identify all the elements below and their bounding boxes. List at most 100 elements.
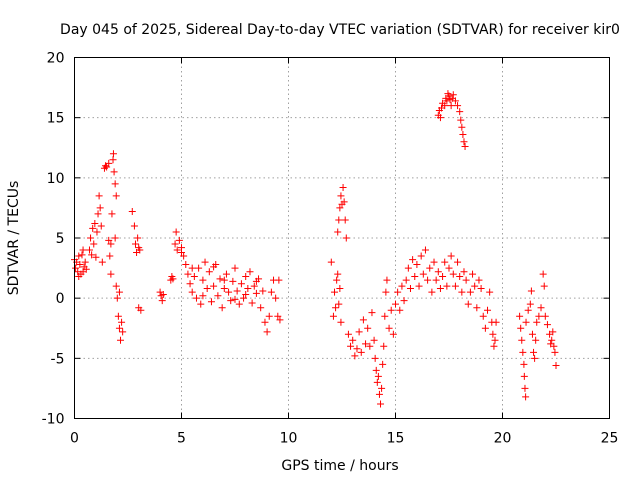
data-point bbox=[528, 330, 536, 338]
data-point bbox=[134, 234, 142, 242]
data-point bbox=[336, 204, 344, 212]
data-point bbox=[383, 276, 391, 284]
data-point bbox=[214, 292, 222, 300]
data-point bbox=[404, 264, 412, 272]
data-point bbox=[347, 342, 355, 350]
data-point bbox=[457, 116, 465, 124]
data-point bbox=[92, 253, 100, 261]
data-point bbox=[186, 280, 194, 288]
data-point bbox=[522, 393, 530, 401]
data-point bbox=[190, 273, 198, 281]
data-point bbox=[111, 180, 119, 188]
data-point bbox=[112, 282, 120, 290]
data-point bbox=[105, 159, 113, 167]
data-point bbox=[469, 270, 477, 278]
y-axis-label: SDTVAR / TECUs bbox=[6, 181, 22, 296]
data-point bbox=[257, 304, 265, 312]
data-point bbox=[543, 321, 551, 329]
data-point bbox=[227, 297, 235, 305]
data-point bbox=[477, 285, 485, 293]
data-point bbox=[400, 297, 408, 305]
data-point bbox=[76, 260, 84, 268]
data-point bbox=[355, 328, 363, 336]
y-tick-label: -5 bbox=[51, 351, 65, 367]
data-point bbox=[337, 192, 345, 200]
data-point bbox=[231, 264, 239, 272]
data-point bbox=[372, 366, 380, 374]
data-point bbox=[406, 285, 414, 293]
data-point bbox=[91, 220, 99, 228]
data-point bbox=[344, 330, 352, 338]
data-point bbox=[377, 400, 385, 408]
data-point bbox=[434, 268, 442, 276]
data-point bbox=[357, 348, 365, 356]
data-point bbox=[380, 342, 388, 350]
data-point bbox=[533, 318, 541, 326]
data-point bbox=[90, 240, 98, 248]
data-point bbox=[458, 123, 466, 131]
data-point bbox=[454, 102, 462, 110]
data-point bbox=[175, 236, 183, 244]
data-point bbox=[521, 384, 529, 392]
data-point bbox=[459, 131, 467, 139]
data-point bbox=[237, 280, 245, 288]
data-point bbox=[169, 275, 177, 283]
data-point bbox=[158, 297, 166, 305]
data-point bbox=[240, 294, 248, 302]
data-point bbox=[220, 276, 228, 284]
data-point bbox=[441, 258, 449, 266]
data-point bbox=[486, 288, 494, 296]
data-point bbox=[362, 340, 370, 348]
data-point bbox=[115, 324, 123, 332]
data-point bbox=[351, 352, 359, 360]
data-point bbox=[439, 273, 447, 281]
data-point bbox=[242, 273, 250, 281]
data-point bbox=[72, 264, 80, 272]
data-point bbox=[78, 251, 86, 259]
data-point bbox=[531, 354, 539, 362]
data-point bbox=[341, 216, 349, 224]
data-point bbox=[548, 336, 556, 344]
data-point bbox=[97, 222, 105, 230]
data-point bbox=[250, 282, 258, 290]
data-point bbox=[353, 345, 361, 353]
data-point bbox=[492, 318, 500, 326]
data-point bbox=[519, 348, 527, 356]
data-point bbox=[195, 264, 203, 272]
data-point bbox=[188, 288, 196, 296]
data-point bbox=[389, 330, 397, 338]
data-point bbox=[231, 295, 239, 303]
data-point bbox=[265, 312, 273, 320]
data-point bbox=[259, 287, 267, 295]
data-point bbox=[490, 342, 498, 350]
data-point bbox=[180, 252, 188, 260]
data-point bbox=[378, 384, 386, 392]
data-point bbox=[340, 198, 348, 206]
data-point bbox=[136, 246, 144, 254]
data-point bbox=[105, 236, 113, 244]
data-point bbox=[374, 372, 382, 380]
data-point bbox=[461, 143, 469, 151]
data-point bbox=[103, 163, 111, 171]
data-point bbox=[540, 282, 548, 290]
data-point bbox=[109, 156, 117, 164]
data-point bbox=[335, 216, 343, 224]
data-point bbox=[359, 316, 367, 324]
data-point bbox=[246, 268, 254, 276]
data-point bbox=[252, 289, 260, 297]
data-point bbox=[333, 276, 341, 284]
data-point bbox=[210, 282, 218, 290]
data-point bbox=[445, 264, 453, 272]
data-point bbox=[517, 324, 525, 332]
data-point bbox=[436, 114, 444, 122]
data-point bbox=[535, 312, 543, 320]
data-point bbox=[222, 270, 230, 278]
data-point bbox=[441, 102, 449, 110]
data-point bbox=[370, 336, 378, 344]
data-point bbox=[171, 240, 179, 248]
data-point bbox=[81, 258, 89, 266]
data-point bbox=[339, 183, 347, 191]
data-point bbox=[552, 362, 560, 370]
data-point bbox=[381, 312, 389, 320]
